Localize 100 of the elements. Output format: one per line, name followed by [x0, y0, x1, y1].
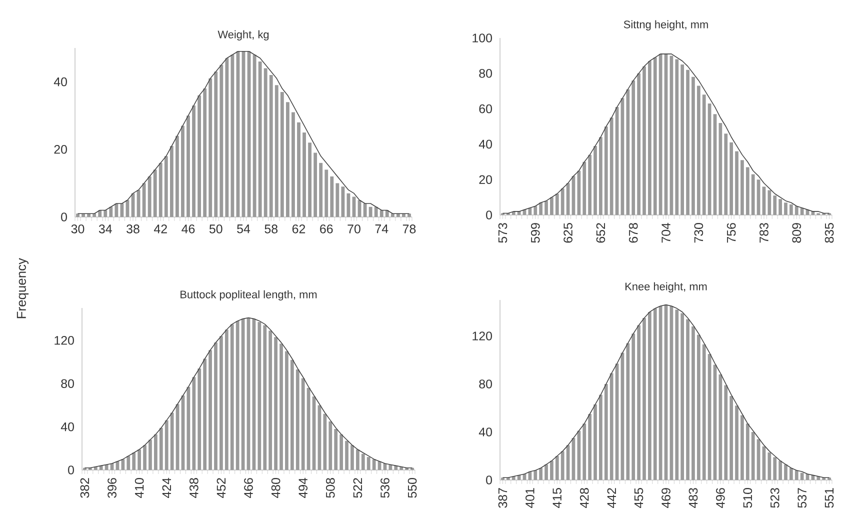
bar [181, 126, 184, 217]
bar [186, 116, 190, 217]
x-tick-label: 809 [792, 223, 802, 243]
bar [658, 306, 662, 480]
bar [175, 136, 179, 217]
bar [794, 206, 798, 215]
x-tick-label: 424 [162, 478, 171, 498]
bar [730, 142, 734, 215]
bar [604, 384, 608, 480]
bar [408, 214, 411, 217]
bar [158, 162, 162, 217]
x-tick-label: 42 [154, 224, 167, 234]
bar [192, 377, 196, 470]
bar [225, 58, 229, 217]
x-tick-label: 625 [564, 223, 572, 243]
bar [632, 334, 636, 480]
bar [143, 445, 146, 470]
bar [718, 122, 722, 215]
bar [560, 188, 564, 215]
x-tick-label: 483 [688, 488, 698, 508]
x-tick-label: 74 [375, 224, 388, 234]
bar [762, 186, 766, 215]
bar [126, 456, 130, 470]
chart-title: Knee height, mm [625, 282, 707, 292]
bar [220, 336, 223, 470]
bar [142, 183, 146, 217]
bar [604, 126, 608, 215]
bar [534, 206, 538, 215]
bar [751, 174, 755, 215]
bar [164, 420, 168, 470]
bar [577, 170, 581, 215]
x-tick-label: 835 [824, 223, 834, 243]
bar [220, 64, 224, 217]
bar [363, 203, 367, 217]
bar [544, 464, 548, 480]
bar [582, 424, 586, 480]
y-tick-label: 100 [472, 34, 492, 42]
bar [296, 370, 300, 470]
bar [109, 206, 113, 217]
x-tick-label: 428 [580, 488, 589, 508]
bar [380, 210, 384, 217]
bar [642, 66, 646, 215]
bar [642, 318, 646, 480]
bar [680, 64, 684, 215]
y-tick-label: 0 [486, 210, 492, 220]
bar [648, 312, 652, 480]
x-tick-label: 410 [134, 478, 144, 498]
bar [285, 351, 288, 470]
bar [730, 396, 734, 480]
bar [76, 214, 80, 217]
bar [735, 406, 738, 480]
bar [539, 468, 543, 480]
y-tick-label: 40 [54, 77, 67, 86]
bar [560, 451, 564, 480]
bar [203, 88, 207, 217]
x-tick-label: 523 [770, 488, 780, 508]
bar [686, 319, 690, 480]
x-tick-label: 550 [408, 478, 417, 498]
bar [252, 54, 256, 217]
x-tick-label: 652 [596, 223, 606, 243]
x-tick-label: 50 [209, 224, 222, 234]
x-tick-label: 466 [244, 478, 253, 498]
y-tick-label: 60 [479, 104, 492, 114]
bar [203, 358, 207, 470]
bar [768, 452, 772, 480]
bar [388, 464, 392, 470]
x-tick-label: 58 [264, 224, 278, 234]
x-tick-label: 455 [634, 488, 644, 508]
bar [778, 199, 782, 215]
x-tick-label: 62 [292, 224, 306, 234]
bar [236, 320, 240, 470]
bar [696, 86, 700, 215]
bar [148, 440, 152, 470]
bar [345, 440, 348, 470]
bar [214, 72, 218, 217]
bar [740, 160, 744, 215]
bar [324, 170, 328, 217]
x-tick-label: 66 [320, 224, 333, 234]
bar [773, 457, 777, 480]
y-tick-label: 80 [61, 379, 74, 388]
bar [692, 76, 695, 215]
y-tick-label: 0 [486, 476, 492, 484]
bar [626, 89, 630, 215]
bar [120, 203, 124, 217]
bar [778, 460, 782, 480]
bar [594, 146, 597, 215]
bar [702, 94, 706, 215]
bar [746, 424, 750, 480]
bar [372, 459, 376, 470]
bar [350, 445, 354, 470]
bar [368, 206, 372, 217]
x-tick-label: 38 [126, 224, 140, 234]
bar [208, 78, 212, 217]
bar [686, 70, 690, 215]
bar [170, 412, 174, 470]
x-tick-label: 494 [298, 478, 308, 498]
bar [800, 208, 804, 215]
x-tick-label: 46 [182, 224, 195, 234]
bar [164, 156, 168, 217]
bar [198, 368, 202, 470]
